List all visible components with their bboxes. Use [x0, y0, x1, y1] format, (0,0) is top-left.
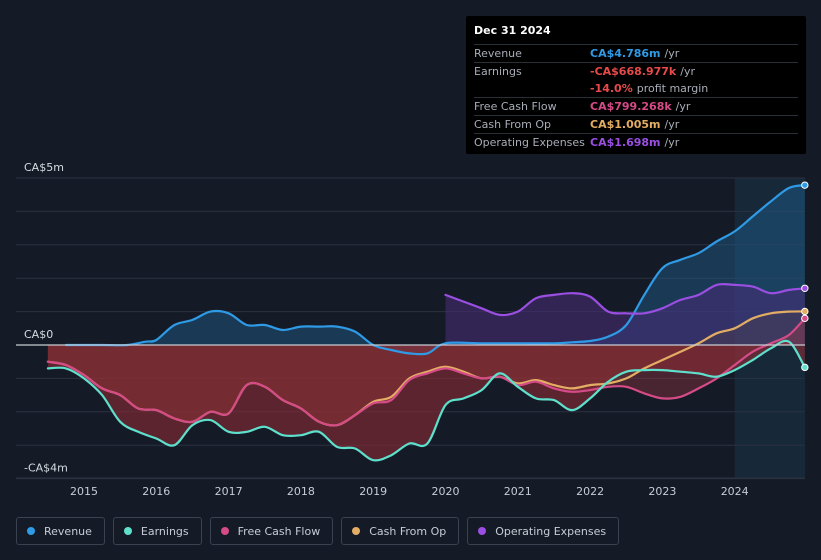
tooltip-row-unit: /yr: [675, 100, 691, 113]
x-tick-label: 2017: [215, 485, 243, 498]
x-tick-label: 2020: [432, 485, 460, 498]
legend-item-revenue[interactable]: Revenue: [16, 517, 105, 545]
legend-item-cash-from-op[interactable]: Cash From Op: [341, 517, 460, 545]
tooltip-row-label: Revenue: [474, 47, 522, 60]
legend: Revenue Earnings Free Cash Flow Cash From O…: [16, 517, 627, 545]
tooltip-row: Operating Expenses CA$1.698m/yr: [474, 133, 798, 151]
tooltip-row-label: Cash From Op: [474, 118, 552, 131]
x-tick-label: 2021: [504, 485, 532, 498]
tooltip-row: Free Cash Flow CA$799.268k/yr: [474, 97, 798, 115]
earnings-line: [46, 339, 806, 462]
legend-dot-icon: [352, 527, 361, 535]
tooltip-row-label: Operating Expenses: [474, 136, 585, 149]
legend-label: Earnings: [140, 524, 189, 538]
tooltip-date: Dec 31 2024: [474, 24, 551, 37]
tooltip-row-unit: /yr: [664, 136, 680, 149]
x-tick-label: 2024: [721, 485, 749, 498]
y-tick-label: -CA$4m: [24, 462, 68, 475]
legend-dot-icon: [478, 527, 487, 535]
legend-dot-icon: [123, 527, 132, 535]
earnings-area: [47, 340, 805, 461]
x-tick-label: 2015: [70, 485, 98, 498]
y-tick-label: CA$5m: [24, 161, 64, 174]
tooltip-row: Earnings -CA$668.977k/yr: [474, 62, 798, 80]
legend-label: Operating Expenses: [495, 524, 607, 538]
x-tick-label: 2018: [287, 485, 315, 498]
series-areas: [47, 185, 805, 461]
legend-item-earnings[interactable]: Earnings: [112, 517, 202, 545]
tooltip-row-label: [474, 80, 590, 97]
legend-item-operating-expenses[interactable]: Operating Expenses: [467, 517, 620, 545]
tooltip-rows: Revenue CA$4.786m/yr Earnings -CA$668.977k /…: [474, 44, 798, 151]
legend-item-free-cash-flow[interactable]: Free Cash Flow: [209, 517, 334, 545]
tooltip-row-value: CA$799.268k: [590, 100, 672, 113]
free-cash-flow-end-dot: [801, 314, 809, 323]
tooltip-row-unit: /yr: [680, 65, 695, 78]
tooltip-panel: Dec 31 2024 Revenue CA$4.786m/yr Earnings -…: [466, 16, 806, 154]
tooltip-row-value: CA$4.786m: [590, 47, 661, 60]
x-tick-label: 2023: [648, 485, 676, 498]
tooltip-row-unit: /yr: [664, 47, 680, 60]
tooltip-row-value: CA$1.005m: [590, 118, 661, 131]
cash-from-op-end-dot: [801, 307, 809, 316]
series-end-dots: [801, 181, 809, 372]
free-cash-flow-line: [46, 317, 806, 427]
legend-label: Revenue: [44, 524, 92, 538]
chart-area: CA$5m CA$0 -CA$4m 2015 2016 2017 2018 2019 2020…: [16, 161, 809, 498]
revenue-line: [64, 184, 806, 356]
tooltip-row-unit: /yr: [664, 118, 680, 131]
tooltip-row-value: -CA$668.977k: [590, 65, 677, 78]
tooltip-row-label: Earnings: [474, 65, 522, 78]
tooltip-row-value: CA$1.698m: [590, 136, 661, 149]
series-lines: [46, 184, 806, 462]
revenue-end-dot: [801, 181, 809, 189]
legend-label: Cash From Op: [369, 524, 447, 538]
tooltip-row-unit: profit margin: [636, 82, 709, 95]
legend-dot-icon: [220, 527, 229, 535]
tooltip-row: -14.0% profit margin: [474, 80, 798, 97]
x-axis-labels: 2015 2016 2017 2018 2019 2020 2021 2022 2023 2024: [70, 485, 749, 498]
tooltip-row: Cash From Op CA$1.005m/yr: [474, 115, 798, 133]
operating-expenses-end-dot: [801, 284, 809, 292]
x-tick-label: 2019: [359, 485, 387, 498]
y-axis-labels: CA$5m CA$0 -CA$4m: [24, 161, 68, 475]
x-tick-label: 2016: [142, 485, 170, 498]
tooltip-row-value: -14.0%: [590, 82, 633, 95]
legend-dot-icon: [27, 527, 35, 535]
x-tick-label: 2022: [576, 485, 604, 498]
legend-label: Free Cash Flow: [237, 524, 321, 538]
tooltip-row-label: Free Cash Flow: [474, 100, 557, 113]
earnings-end-dot: [801, 363, 809, 372]
y-tick-label: CA$0: [24, 328, 53, 341]
tooltip-row: Revenue CA$4.786m/yr: [474, 44, 798, 62]
operating-expenses-line: [444, 282, 806, 317]
